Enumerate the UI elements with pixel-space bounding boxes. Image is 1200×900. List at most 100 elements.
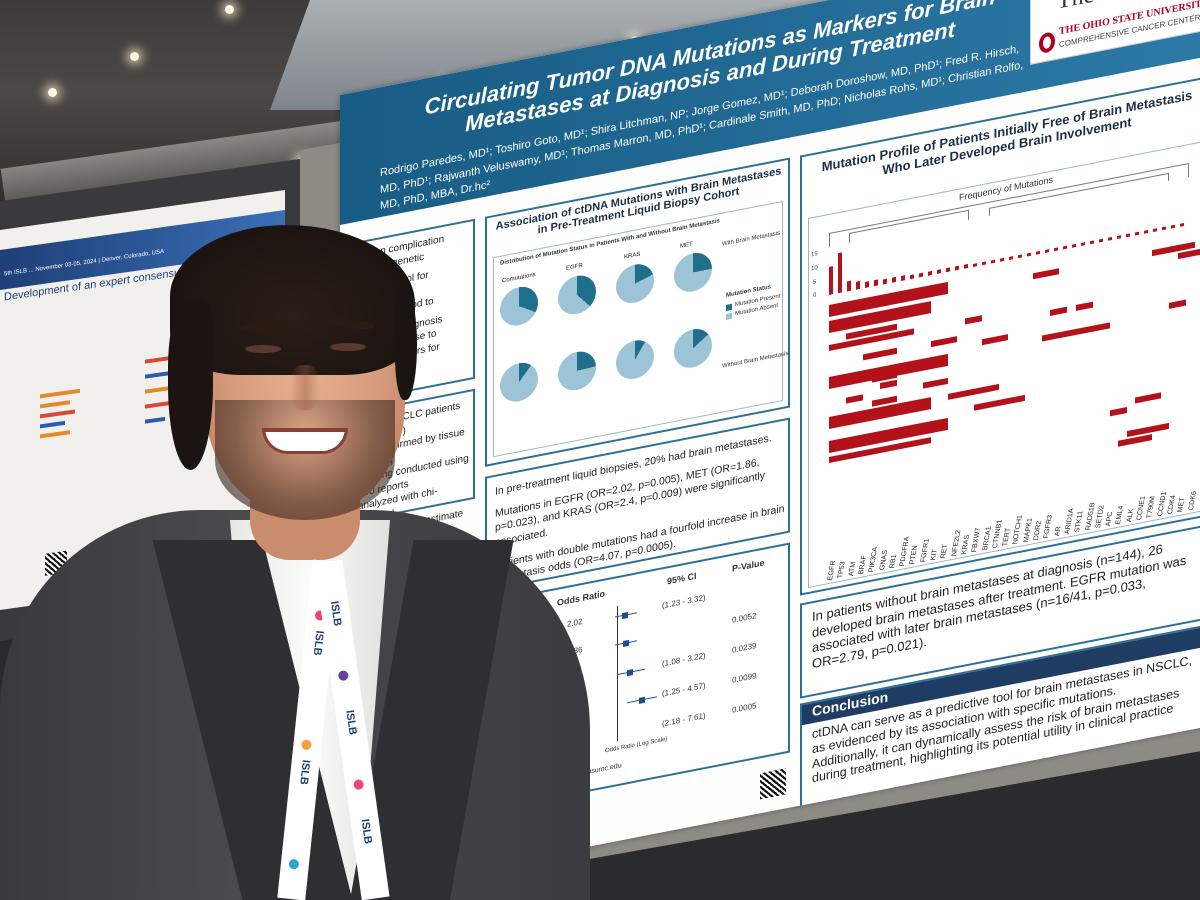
gene-label: Comutations bbox=[502, 271, 536, 285]
gene-axis-label: GNAS bbox=[878, 549, 889, 571]
frequency-bar bbox=[1162, 226, 1166, 231]
dendrogram bbox=[989, 172, 1169, 216]
frequency-bar bbox=[937, 269, 941, 274]
left-poster-bar bbox=[145, 355, 175, 364]
gene-label: EGFR bbox=[566, 262, 583, 273]
left-poster-bar bbox=[40, 420, 65, 429]
pie-met-without bbox=[674, 325, 712, 372]
odds-value: 2.02 bbox=[567, 616, 583, 629]
methods-box: of 607 NSCLC patients arch 2024) osis co… bbox=[350, 388, 475, 540]
intro-text: mmon complication distinct genetic agnos… bbox=[358, 233, 445, 382]
frequency-bar bbox=[1144, 229, 1148, 234]
ci-value: (1.23 - 3.32) bbox=[662, 592, 706, 611]
mutation-cell bbox=[1033, 268, 1059, 280]
frequency-bar bbox=[1009, 256, 1013, 260]
ci-value: (1.08 - 3.22) bbox=[662, 650, 706, 669]
mutation-cell bbox=[1118, 434, 1152, 447]
mutation-cell bbox=[973, 394, 1025, 411]
gene-axis-label: KIT bbox=[930, 549, 939, 561]
mutation-cell bbox=[965, 315, 982, 325]
ceiling-light bbox=[130, 52, 139, 61]
frequency-bar bbox=[991, 259, 995, 264]
left-poster-bar bbox=[40, 400, 70, 409]
mutation-cell bbox=[1075, 301, 1093, 312]
intro-box: mmon complication distinct genetic agnos… bbox=[350, 218, 475, 404]
frequency-bar bbox=[847, 280, 851, 292]
left-poster-bar bbox=[145, 416, 165, 424]
ci-value: (2.18 - 7.61) bbox=[662, 710, 706, 729]
p-value: 0.0239 bbox=[732, 641, 757, 655]
ohio-state-o-icon bbox=[1039, 31, 1055, 55]
frequency-bar bbox=[919, 272, 923, 278]
p-value: 0.0099 bbox=[732, 671, 757, 685]
left-poster-bar bbox=[145, 369, 180, 379]
frequency-bar bbox=[856, 280, 860, 290]
gene-label: KRAS bbox=[624, 251, 641, 261]
frequency-bar bbox=[865, 281, 869, 288]
mutation-cell bbox=[1050, 306, 1067, 316]
frequency-bar bbox=[1153, 228, 1157, 232]
y-tick: 5 bbox=[813, 279, 817, 287]
frequency-bar bbox=[1135, 231, 1139, 236]
frequency-bar bbox=[928, 270, 932, 276]
left-poster-bar bbox=[40, 430, 70, 439]
ceiling-light bbox=[225, 5, 234, 14]
y-tick: 0 bbox=[813, 292, 817, 300]
frequency-bar bbox=[1081, 242, 1085, 246]
frequency-bar bbox=[1117, 235, 1121, 239]
frequency-bar bbox=[1027, 252, 1031, 257]
odds-value: 4.07 bbox=[567, 704, 583, 717]
frequency-bar bbox=[892, 276, 896, 283]
pie-kras-with bbox=[616, 260, 654, 307]
gene-axis-label: RET bbox=[940, 543, 950, 559]
frequency-bar bbox=[1171, 224, 1175, 229]
frequency-bar bbox=[1018, 254, 1022, 259]
p-value: 0.0005 bbox=[732, 701, 757, 715]
pie-egfr-without bbox=[558, 348, 596, 394]
association-box: Association of ctDNA Mutations with Brai… bbox=[485, 157, 790, 467]
mutation-cell bbox=[1143, 422, 1169, 434]
forest-axis-label: Odds Ratio (Log Scale) bbox=[605, 736, 668, 755]
qr-code bbox=[45, 550, 67, 576]
pie-egfr-with bbox=[558, 272, 596, 318]
frequency-bar bbox=[982, 261, 986, 266]
frequency-bar bbox=[1045, 249, 1049, 253]
mutation-cell bbox=[846, 394, 863, 404]
p-value: 0.0052 bbox=[732, 611, 757, 625]
left-poster-bar bbox=[40, 409, 75, 419]
mutation-cell bbox=[1169, 299, 1186, 309]
frequency-bar bbox=[1054, 247, 1058, 252]
frequency-bar bbox=[910, 274, 914, 280]
gene-axis-label: ATM bbox=[847, 561, 857, 577]
frequency-bar bbox=[1180, 222, 1184, 227]
ceiling-light bbox=[48, 88, 57, 97]
islb-logo-icon bbox=[288, 858, 300, 870]
gene-axis-label: BRAF bbox=[857, 555, 869, 575]
frequency-bar bbox=[1063, 245, 1067, 250]
mutation-cell bbox=[922, 377, 948, 389]
mutation-cell bbox=[880, 379, 897, 390]
pie-comutations-without bbox=[500, 359, 538, 405]
gene-axis-label: CCND1 bbox=[1156, 491, 1168, 517]
gene-axis-label: FGFR1 bbox=[919, 538, 931, 563]
gene-axis-label: ALK bbox=[1125, 508, 1135, 523]
frequency-bar bbox=[1099, 238, 1103, 243]
odds-header: Odds Ratio bbox=[557, 588, 606, 608]
gene-axis-label: RB1 bbox=[888, 554, 899, 569]
odds-value: 2.40 bbox=[567, 674, 583, 687]
gene-axis-label: KRAS bbox=[960, 534, 972, 555]
gene-axis-label: AR bbox=[1053, 526, 1063, 537]
gene-axis-label: TERT bbox=[1002, 527, 1013, 547]
row-label-with: With Brain Metastasis bbox=[722, 230, 781, 248]
pie-comutations-with bbox=[500, 283, 538, 329]
gene-axis-label: FGFR3 bbox=[1043, 514, 1055, 539]
pie-met-with bbox=[674, 249, 712, 296]
left-poster: 5th ISLB ... November 03-05, 2024 | Denv… bbox=[0, 189, 285, 611]
frequency-bar bbox=[1036, 250, 1040, 255]
mutation-cell bbox=[948, 383, 999, 400]
ci-value: (1.25 - 4.57) bbox=[662, 680, 706, 699]
gene-axis-label: MET bbox=[1177, 497, 1187, 513]
frequency-bar bbox=[829, 266, 833, 295]
frequency-bar bbox=[964, 263, 968, 269]
